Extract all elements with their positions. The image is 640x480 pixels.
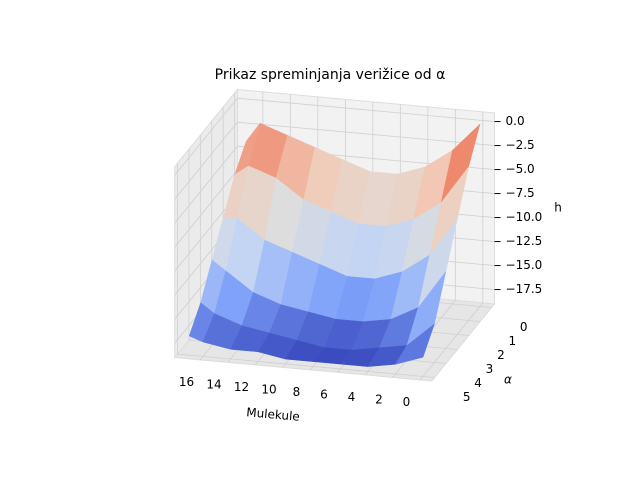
x-tick-label: 6 [320, 388, 328, 402]
y-tick-label: 4 [474, 376, 482, 390]
y-tick-label: 5 [463, 390, 471, 404]
grid-line [237, 97, 495, 122]
grid-line [174, 121, 238, 200]
z-tick-label: −7.5 [506, 186, 535, 200]
z-tick-label: −12.5 [506, 234, 543, 248]
grid-line [174, 169, 238, 248]
x-axis-label: Mulekule [246, 405, 301, 424]
z-tick-label: −15.0 [506, 258, 543, 272]
z-tick-label: −17.5 [506, 282, 543, 296]
grid-line [174, 97, 238, 176]
surface-patch [394, 323, 435, 365]
y-tick-label: 2 [497, 348, 505, 362]
x-tick-label: 8 [293, 385, 301, 399]
y-tick-label: 1 [508, 334, 516, 348]
z-tick-label: −2.5 [506, 138, 535, 152]
x-tick-label: 14 [206, 378, 221, 392]
x-tick-label: 0 [403, 395, 411, 409]
x-tick-label: 12 [234, 380, 249, 394]
grid-line [419, 302, 484, 381]
chart-title: Prikaz spreminjanja verižice od α [215, 67, 446, 83]
x-tick-label: 16 [179, 375, 194, 389]
grid-line [177, 353, 435, 378]
x-tick-label: 4 [348, 390, 356, 404]
z-axis-label: h [554, 201, 562, 215]
z-tick-label: −10.0 [506, 210, 543, 224]
x-tick-label: 2 [375, 393, 383, 407]
y-tick-label: 3 [486, 362, 494, 376]
y-axis-label: α [504, 373, 512, 387]
z-tick-label: −5.0 [506, 162, 535, 176]
grid-line [237, 121, 495, 146]
y-tick-label: 0 [520, 320, 528, 334]
grid-line [174, 145, 238, 224]
z-tick-label: 0.0 [506, 114, 525, 128]
x-tick-label: 10 [261, 383, 276, 397]
